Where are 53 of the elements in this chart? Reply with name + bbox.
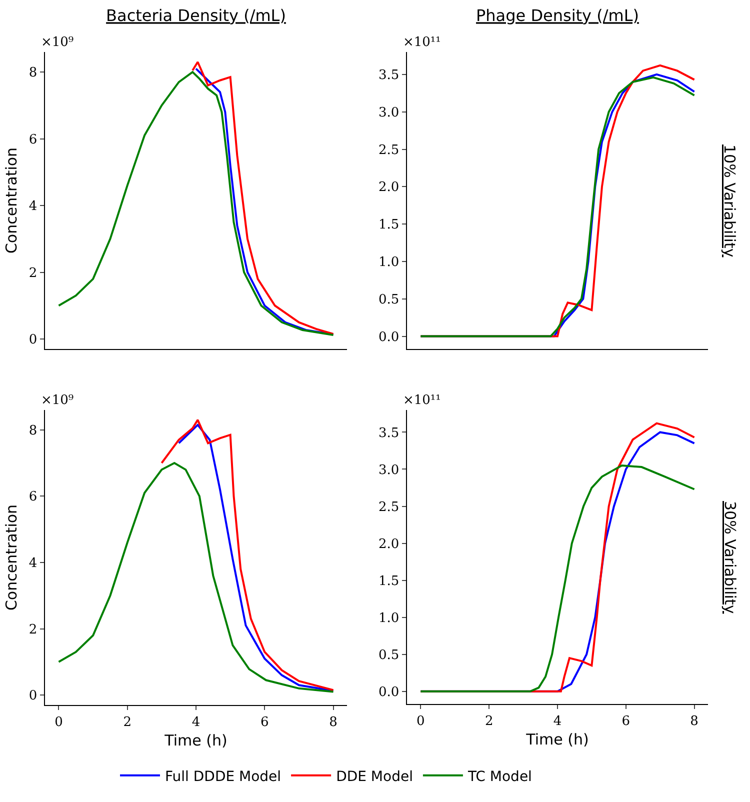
- x-tick-label: 4: [192, 714, 200, 730]
- y-tick-label: 2.5: [378, 500, 400, 515]
- y-tick-label: 2: [28, 622, 38, 638]
- text: ×10¹¹: [403, 393, 441, 408]
- x-tick-label: 6: [260, 714, 269, 730]
- y-axis-title: Concentration: [2, 504, 20, 611]
- text: 10% Variability: [720, 144, 738, 258]
- text: ×10¹¹: [403, 35, 441, 50]
- x-axis-title: Time (h): [164, 732, 228, 750]
- x-tick-label: 0: [54, 714, 63, 730]
- y-tick-label: 2.5: [378, 142, 400, 158]
- text: ×10⁹: [41, 35, 74, 50]
- chart-title: Bacteria Density (/mL): [106, 6, 286, 26]
- y-tick-label: 0: [28, 332, 38, 348]
- y-tick-label: 1.5: [378, 574, 400, 589]
- text: ×10⁹: [41, 393, 74, 408]
- y-tick-label: 0.0: [378, 330, 400, 345]
- x-tick-label: 8: [329, 714, 338, 730]
- line-series: [58, 462, 334, 693]
- x-axis-title: Time (h): [525, 730, 589, 749]
- legend-label: TC Model: [466, 768, 532, 785]
- y-tick-label: 0.0: [378, 684, 400, 700]
- y-tick-label: 1.5: [378, 218, 400, 233]
- x-tick-label: 4: [553, 714, 562, 729]
- x-tick-label: 2: [484, 714, 494, 729]
- y-tick-label: 6: [28, 132, 38, 148]
- y-tick-label: 0.5: [378, 292, 400, 308]
- y-tick-label: 2: [28, 266, 38, 281]
- y-tick-label: 1.0: [378, 255, 400, 270]
- y-tick-label: 2.0: [378, 536, 400, 552]
- y-tick-label: 0.5: [378, 648, 400, 663]
- y-tick-label: 1.0: [378, 610, 400, 626]
- y-tick-label: 3.0: [378, 462, 400, 478]
- y-tick-label: 2.0: [378, 180, 400, 196]
- legend-label: Full DDDE Model: [165, 768, 282, 785]
- line-series: [58, 71, 334, 336]
- text: 30% Variability: [721, 501, 739, 614]
- y-tick-label: 6: [28, 490, 38, 505]
- y-tick-label: 8: [28, 66, 38, 81]
- y-tick-label: 8: [28, 423, 38, 438]
- y-tick-label: 3.0: [378, 105, 400, 120]
- y-axis-title: Concentration: [2, 147, 20, 254]
- chart-title: Phage Density (/mL): [476, 6, 639, 26]
- x-tick-label: 6: [622, 714, 630, 729]
- x-tick-label: 2: [123, 714, 132, 730]
- y-tick-label: 4: [28, 556, 38, 572]
- y-tick-label: 3.5: [378, 426, 400, 441]
- y-tick-label: 0: [28, 688, 38, 704]
- x-tick-label: 0: [416, 714, 425, 729]
- legend-label: DDE Model: [336, 768, 413, 785]
- y-tick-label: 4: [28, 199, 38, 214]
- x-tick-label: 8: [690, 714, 698, 729]
- y-tick-label: 3.5: [378, 68, 400, 83]
